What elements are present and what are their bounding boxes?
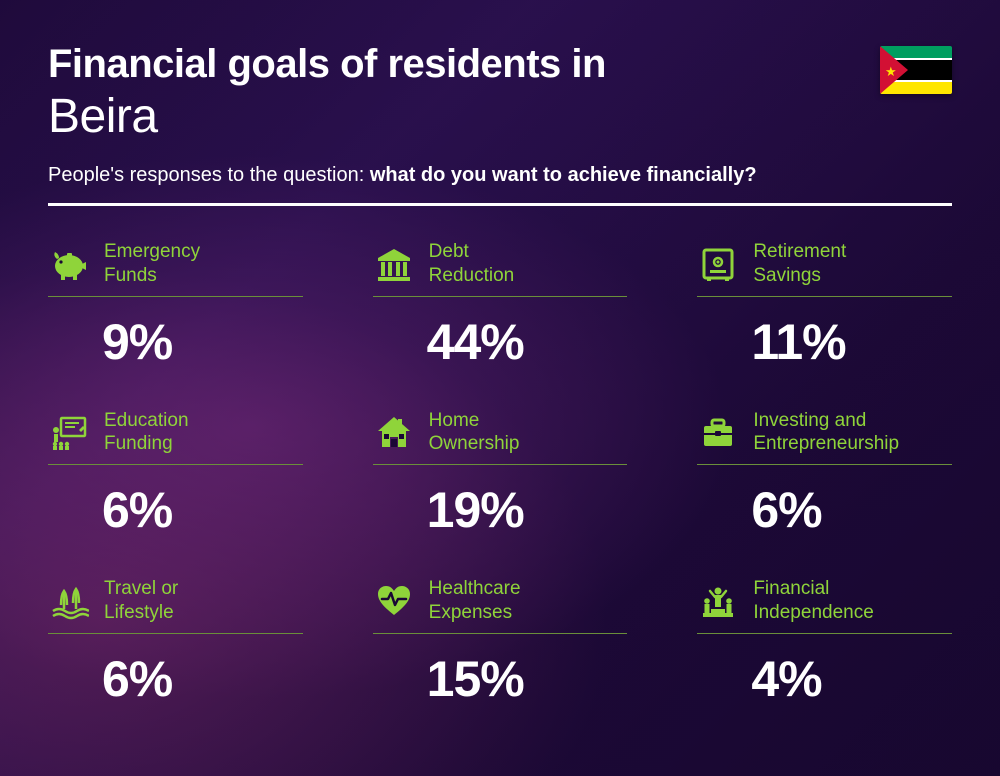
stat-item: Financial Independence 4%: [697, 577, 952, 708]
piggy-bank-icon: [48, 243, 90, 285]
stat-label: Home Ownership: [429, 409, 520, 457]
stat-rule: [697, 633, 952, 634]
briefcase-icon: [697, 411, 739, 453]
subtitle: People's responses to the question: what…: [48, 164, 952, 187]
stat-value: 6%: [751, 481, 952, 539]
stat-label-line1: Education: [104, 409, 189, 433]
stat-rule: [48, 633, 303, 634]
stat-rule: [373, 633, 628, 634]
stat-label-line1: Debt: [429, 240, 515, 264]
bank-icon: [373, 243, 415, 285]
stat-value: 44%: [427, 313, 628, 371]
education-icon: [48, 411, 90, 453]
stat-head: Debt Reduction: [373, 240, 628, 288]
stat-label: Debt Reduction: [429, 240, 515, 288]
stat-head: Retirement Savings: [697, 240, 952, 288]
stat-label: Education Funding: [104, 409, 189, 457]
stat-item: Home Ownership 19%: [373, 409, 628, 540]
stat-label-line2: Funds: [104, 264, 200, 288]
stat-value: 6%: [102, 481, 303, 539]
travel-icon: [48, 580, 90, 622]
stat-head: Emergency Funds: [48, 240, 303, 288]
stat-label-line2: Lifestyle: [104, 601, 178, 625]
stat-item: Emergency Funds 9%: [48, 240, 303, 371]
stat-label: Healthcare Expenses: [429, 577, 521, 625]
stat-item: Travel or Lifestyle 6%: [48, 577, 303, 708]
stat-label: Retirement Savings: [753, 240, 846, 288]
stat-item: Retirement Savings 11%: [697, 240, 952, 371]
stat-label-line1: Investing and: [753, 409, 899, 433]
stat-head: Education Funding: [48, 409, 303, 457]
stat-label-line2: Independence: [753, 601, 873, 625]
stat-value: 4%: [751, 650, 952, 708]
stat-item: Education Funding 6%: [48, 409, 303, 540]
stat-label-line2: Expenses: [429, 601, 521, 625]
safe-icon: [697, 243, 739, 285]
stat-rule: [373, 464, 628, 465]
stat-label: Travel or Lifestyle: [104, 577, 178, 625]
stat-rule: [373, 296, 628, 297]
stat-rule: [48, 296, 303, 297]
stat-value: 6%: [102, 650, 303, 708]
title-line-2: Beira: [48, 89, 952, 144]
independence-icon: [697, 580, 739, 622]
stat-rule: [697, 296, 952, 297]
title-line-1: Financial goals of residents in: [48, 42, 952, 87]
healthcare-icon: [373, 580, 415, 622]
stat-label-line2: Funding: [104, 432, 189, 456]
stat-head: Travel or Lifestyle: [48, 577, 303, 625]
stat-label: Financial Independence: [753, 577, 873, 625]
stat-value: 15%: [427, 650, 628, 708]
stat-label-line1: Healthcare: [429, 577, 521, 601]
header-divider: [48, 203, 952, 206]
stat-label-line2: Savings: [753, 264, 846, 288]
stats-grid: Emergency Funds 9% Debt Reduction 44% Re…: [48, 240, 952, 708]
stat-label: Investing and Entrepreneurship: [753, 409, 899, 457]
stat-item: Debt Reduction 44%: [373, 240, 628, 371]
subtitle-question: what do you want to achieve financially?: [370, 164, 757, 186]
stat-value: 11%: [751, 313, 952, 371]
stat-value: 19%: [427, 481, 628, 539]
stat-rule: [697, 464, 952, 465]
stat-label-line1: Financial: [753, 577, 873, 601]
header: Financial goals of residents in Beira Pe…: [48, 42, 952, 206]
stat-label-line1: Emergency: [104, 240, 200, 264]
stat-head: Investing and Entrepreneurship: [697, 409, 952, 457]
home-icon: [373, 411, 415, 453]
stat-value: 9%: [102, 313, 303, 371]
stat-head: Financial Independence: [697, 577, 952, 625]
stat-label-line2: Ownership: [429, 432, 520, 456]
stat-label-line2: Entrepreneurship: [753, 432, 899, 456]
stat-label: Emergency Funds: [104, 240, 200, 288]
stat-label-line1: Home: [429, 409, 520, 433]
stat-head: Home Ownership: [373, 409, 628, 457]
stat-label-line1: Travel or: [104, 577, 178, 601]
stat-rule: [48, 464, 303, 465]
stat-label-line2: Reduction: [429, 264, 515, 288]
stat-head: Healthcare Expenses: [373, 577, 628, 625]
subtitle-prefix: People's responses to the question:: [48, 164, 370, 186]
flag-star-icon: ★: [885, 64, 897, 80]
stat-label-line1: Retirement: [753, 240, 846, 264]
stat-item: Investing and Entrepreneurship 6%: [697, 409, 952, 540]
stat-item: Healthcare Expenses 15%: [373, 577, 628, 708]
flag-mozambique: ★: [880, 46, 952, 94]
